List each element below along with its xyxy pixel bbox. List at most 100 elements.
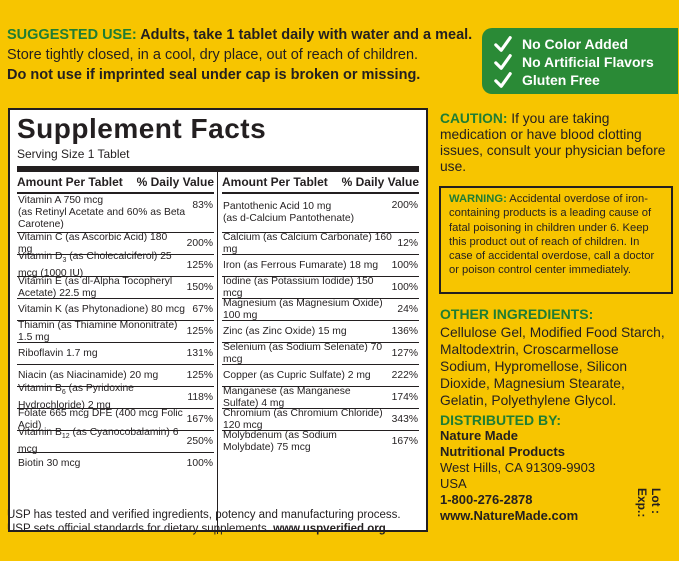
nutrient-row: Vitamin D3 (as Cholecalciferol) 25 mcg (…: [17, 251, 214, 279]
badge-label: No Color Added: [522, 36, 629, 52]
nutrient-daily-value: 167%: [186, 413, 213, 425]
nutrient-name-text: Copper (as Cupric Sulfate) 2 mg: [223, 369, 371, 381]
nutrient-row: Pantothenic Acid 10 mg (as d-Calcium Pant…: [222, 194, 419, 233]
nutrient-name-text: Folate 665 mcg DFE (400 mcg Folic Acid): [18, 407, 183, 431]
supplement-facts-panel: Supplement Facts Serving Size 1 Tablet A…: [8, 108, 428, 534]
nutrient-row: Manganese (as Manganese Sulfate) 4 mg 174…: [222, 386, 419, 409]
nutrient-daily-value: 150%: [186, 281, 213, 293]
suggested-use-label: SUGGESTED USE:: [7, 27, 137, 43]
nutrient-daily-value: 127%: [391, 347, 418, 359]
warning-label: WARNING:: [449, 193, 507, 205]
nutrient-name-text: Biotin 30 mcg: [18, 458, 81, 469]
nutrient-daily-value: 67%: [192, 303, 213, 315]
nutrient-source: (as Retinyl Acetate and 60% as Beta Caro…: [18, 207, 186, 230]
nutrient-name: Vitamin K (as Phytonadione) 80 mcg: [18, 304, 189, 316]
nutrient-name-text: Calcium (as Calcium Carbonate) 160 mg: [223, 231, 392, 255]
nutrient-row: Biotin 30 mcg 100%: [17, 453, 214, 475]
badge-item: Gluten Free: [494, 71, 678, 89]
badge-item: No Color Added: [494, 35, 678, 53]
lot-label: Lot :: [649, 488, 663, 514]
nutrient-name-text: Zinc (as Zinc Oxide) 15 mg: [223, 325, 347, 337]
nutrient-name-text: Vitamin K (as Phytonadione) 80 mcg: [18, 303, 185, 315]
nutrient-name: Vitamin A 750 mcg (as Retinyl Acetate and…: [18, 195, 189, 231]
nutrient-name-part: Vitamin B: [18, 427, 62, 439]
company-name-line2: Nutritional Products: [440, 444, 565, 459]
nutrient-subscript: 12: [61, 433, 70, 441]
nutrient-row: Folate 665 mcg DFE (400 mcg Folic Acid) 1…: [17, 407, 214, 431]
serving-size: Serving Size 1 Tablet: [17, 147, 419, 172]
nutrient-daily-value: 200%: [391, 200, 418, 211]
caution-block: CAUTION: If you are taking medication or…: [440, 111, 672, 175]
caution-label: CAUTION:: [440, 111, 508, 126]
nutrient-name-text: Thiamin (as Thiamine Mononitrate) 1.5 mg: [18, 319, 178, 343]
facts-title: Supplement Facts: [17, 113, 267, 144]
nutrient-name-text: Riboflavin 1.7 mg: [18, 347, 98, 359]
company-website: www.NatureMade.com: [440, 508, 579, 523]
warning-text: Accidental overdose of iron-containing p…: [449, 193, 655, 277]
check-icon: [494, 54, 512, 70]
nutrient-source: (as d-Calcium Pantothenate): [223, 213, 355, 224]
company-country: USA: [440, 476, 467, 491]
nutrient-name-part: (as Cholecalciferol) 25 mcg (1000 IU): [18, 251, 172, 279]
nutrient-daily-value: 100%: [391, 281, 418, 293]
company-name: Nature Made: [440, 428, 519, 443]
nutrient-name: Iron (as Ferrous Fumarate) 18 mg: [223, 260, 389, 272]
nutrient-name-text: Iodine (as Potassium Iodide) 150 mcg: [223, 275, 374, 299]
nutrient-daily-value: 125%: [186, 369, 213, 381]
nutrient-name: Vitamin B6 (as Pyridoxine Hydrochloride)…: [18, 383, 184, 411]
nutrient-row: Calcium (as Calcium Carbonate) 160 mg 12%: [222, 232, 419, 256]
suggested-use-block: SUGGESTED USE: Adults, take 1 tablet dai…: [7, 25, 477, 85]
nutrient-daily-value: 125%: [186, 325, 213, 337]
nutrient-daily-value: 100%: [391, 259, 418, 271]
facts-left-column: Amount Per Tablet % Daily Value Vitamin …: [17, 172, 218, 534]
nutrient-subscript: 3: [62, 257, 67, 265]
nutrient-row: Vitamin A 750 mcg (as Retinyl Acetate and…: [17, 194, 214, 233]
daily-value-header: % Daily Value: [136, 175, 214, 189]
nutrient-name: Vitamin E (as dl-Alpha Tocopheryl Acetat…: [18, 276, 184, 300]
other-ingredients-block: OTHER INGREDIENTS: Cellulose Gel, Modifi…: [440, 306, 672, 409]
nutrient-name: Vitamin B12 (as Cyanocobalamin) 6 mcg: [18, 427, 184, 455]
nutrient-name-text: Vitamin A 750 mcg: [18, 195, 104, 206]
nutrient-daily-value: 118%: [187, 391, 213, 403]
nutrient-name-part: (as Cyanocobalamin) 6 mcg: [18, 427, 179, 455]
nutrient-name: Vitamin C (as Ascorbic Acid) 180 mg: [18, 232, 184, 256]
nutrient-name: Zinc (as Zinc Oxide) 15 mg: [223, 326, 389, 338]
caution-text: If you are taking medication or have blo…: [440, 111, 666, 174]
nutrient-daily-value: 125%: [186, 259, 213, 271]
nutrient-name: Calcium (as Calcium Carbonate) 160 mg: [223, 232, 394, 256]
nutrient-name-text: Pantothenic Acid 10 mg: [223, 201, 332, 212]
nutrient-daily-value: 343%: [391, 413, 418, 425]
nutrient-row: Chromium (as Chromium Chloride) 120 mcg 3…: [222, 408, 419, 432]
nutrient-name-part: Vitamin B: [18, 383, 62, 395]
lot-exp-block: Lot : Exp.:: [635, 488, 675, 528]
badge-item: No Artificial Flavors: [494, 53, 678, 71]
nutrient-name-text: Selenium (as Sodium Selenate) 70 mcg: [223, 341, 383, 365]
nutrient-name: Riboflavin 1.7 mg: [18, 348, 184, 360]
nutrient-row: Iron (as Ferrous Fumarate) 18 mg 100%: [222, 255, 419, 277]
nutrient-row: Riboflavin 1.7 mg 131%: [17, 343, 214, 365]
usp-statement: USP has tested and verified ingredients,…: [7, 508, 401, 536]
nutrient-name-text: Vitamin E (as dl-Alpha Tocopheryl Acetat…: [18, 275, 173, 299]
nutrient-name: Chromium (as Chromium Chloride) 120 mcg: [223, 408, 389, 432]
warning-box: WARNING: Accidental overdose of iron-con…: [439, 186, 673, 294]
nutrient-row: Vitamin C (as Ascorbic Acid) 180 mg 200%: [17, 232, 214, 256]
nutrient-daily-value: 200%: [186, 237, 213, 249]
distributed-by-block: DISTRIBUTED BY: Nature Made Nutritional …: [440, 412, 672, 524]
seal-warning-text: Do not use if imprinted seal under cap i…: [7, 67, 421, 83]
nutrient-name: Pantothenic Acid 10 mg (as d-Calcium Pant…: [223, 201, 389, 225]
nutrient-daily-value: 83%: [192, 200, 213, 211]
usp-line-2: USP sets official standards for dietary …: [7, 523, 274, 535]
nutrient-daily-value: 174%: [391, 391, 418, 403]
nutrient-name-text: Vitamin C (as Ascorbic Acid) 180 mg: [18, 231, 168, 255]
column-header: Amount Per Tablet % Daily Value: [17, 172, 214, 194]
nutrient-name-text: Chromium (as Chromium Chloride) 120 mcg: [223, 407, 383, 431]
nutrient-name: Thiamin (as Thiamine Mononitrate) 1.5 mg: [18, 320, 184, 344]
nutrient-row: Molybdenum (as Sodium Molybdate) 75 mcg 1…: [222, 430, 419, 453]
nutrient-row: Vitamin K (as Phytonadione) 80 mcg 67%: [17, 299, 214, 321]
nutrient-daily-value: 167%: [391, 436, 418, 447]
nutrient-name: Copper (as Cupric Sulfate) 2 mg: [223, 370, 389, 382]
nutrient-row: Niacin (as Niacinamide) 20 mg 125%: [17, 365, 214, 387]
badge-label: Gluten Free: [522, 72, 600, 88]
daily-value-header: % Daily Value: [341, 175, 419, 189]
